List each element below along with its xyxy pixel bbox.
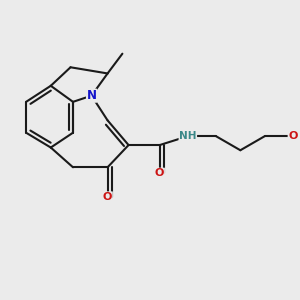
Text: O: O bbox=[288, 131, 298, 141]
Text: O: O bbox=[103, 192, 112, 202]
Text: N: N bbox=[86, 89, 97, 102]
Text: NH: NH bbox=[179, 131, 196, 141]
Text: O: O bbox=[155, 168, 164, 178]
